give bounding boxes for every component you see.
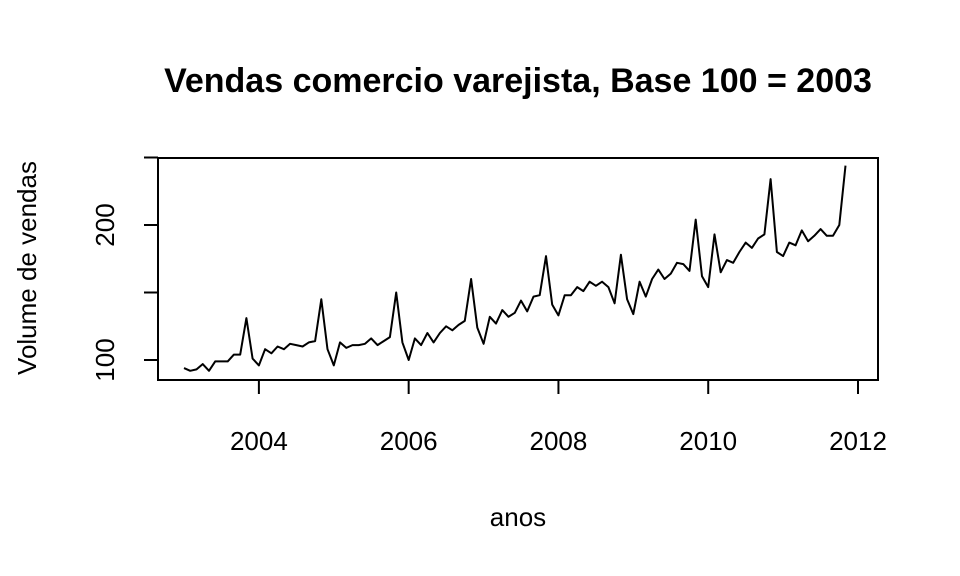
y-axis: 100 200 [90,156,159,382]
y-tick-label: 200 [90,203,120,246]
x-tick-label: 2010 [679,426,737,456]
x-tick-label: 2004 [230,426,288,456]
x-axis-label: anos [490,502,546,532]
y-axis-label: Volume de vendas [12,161,42,375]
x-axis: 2004 2006 2008 2010 2012 [230,379,887,456]
x-tick-label: 2006 [380,426,438,456]
x-tick-label: 2008 [530,426,588,456]
x-tick-label: 2012 [829,426,887,456]
series-line [183,165,847,372]
y-tick-label: 100 [90,338,120,381]
chart-title: Vendas comercio varejista, Base 100 = 20… [164,62,872,100]
